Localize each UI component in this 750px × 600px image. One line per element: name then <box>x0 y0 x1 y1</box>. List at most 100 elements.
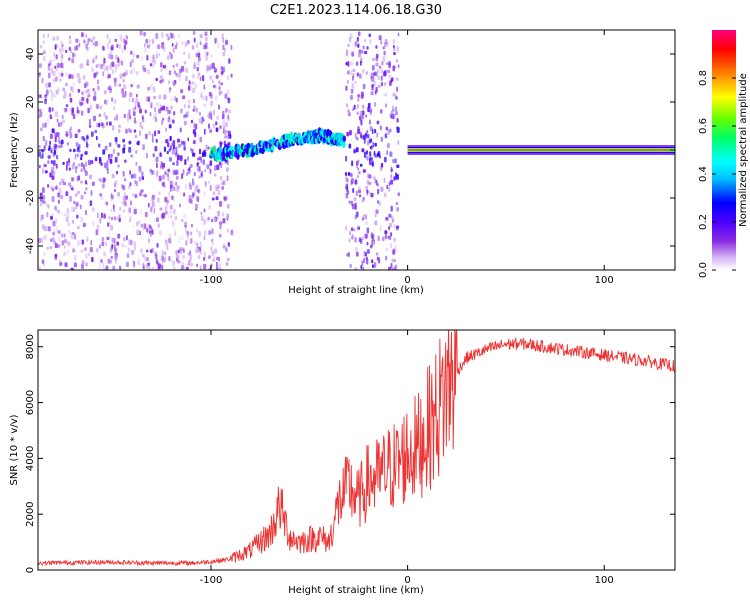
heatmap-cell <box>125 128 128 134</box>
heatmap-cell <box>148 131 151 136</box>
heatmap-cell <box>377 68 379 74</box>
heatmap-cell <box>378 35 382 41</box>
heatmap-cell <box>84 151 88 155</box>
heatmap-cell <box>187 99 191 104</box>
heatmap-cell <box>92 36 96 40</box>
heatmap-cell <box>95 229 99 236</box>
heatmap-cell <box>57 86 60 92</box>
heatmap-cell <box>190 119 194 124</box>
heatmap-cell <box>49 58 52 64</box>
heatmap-cell <box>365 252 367 257</box>
heatmap-cell <box>128 109 131 116</box>
heatmap-cell <box>204 181 207 187</box>
heatmap-cell <box>369 126 373 132</box>
heatmap-cell <box>114 182 117 188</box>
heatmap-cell <box>44 170 48 174</box>
heatmap-cell <box>60 40 64 46</box>
heatmap-cell <box>371 65 375 71</box>
heatmap-cell <box>204 36 208 42</box>
heatmap-cell <box>130 71 132 75</box>
heatmap-cell <box>348 200 352 204</box>
heatmap-cell <box>81 135 85 140</box>
snr-line <box>38 330 675 567</box>
heatmap-cell <box>199 136 203 143</box>
heatmap-cell <box>221 186 225 190</box>
heatmap-cell <box>159 75 163 80</box>
heatmap-cell <box>217 42 220 49</box>
heatmap-cell <box>356 136 359 141</box>
heatmap-cell <box>85 262 88 267</box>
heatmap-cell <box>98 113 101 118</box>
heatmap-cell <box>88 118 91 125</box>
heatmap-cell <box>43 145 46 151</box>
heatmap-cell <box>376 62 379 67</box>
heatmap-cell <box>55 76 58 82</box>
heatmap-cell <box>371 128 374 135</box>
heatmap-cell <box>92 207 95 212</box>
heatmap-cell <box>98 178 101 182</box>
heatmap-cell <box>358 73 362 79</box>
heatmap-cell <box>104 145 108 151</box>
heatmap-cell <box>386 41 389 47</box>
heatmap-cell <box>186 234 189 241</box>
heatmap-cell <box>346 253 349 257</box>
heatmap-cell <box>191 148 194 154</box>
heatmap-cell <box>56 209 59 213</box>
heatmap-cell <box>161 78 165 83</box>
heatmap-cell <box>49 140 52 146</box>
heatmap-cell <box>115 216 119 221</box>
heatmap-cell <box>114 254 118 261</box>
heatmap-cell <box>91 68 94 73</box>
heatmap-cell <box>209 160 213 166</box>
heatmap-cell <box>144 211 148 218</box>
heatmap-cell <box>153 59 156 64</box>
y-tick-label: 6000 <box>25 390 36 415</box>
heatmap-cell <box>44 82 48 86</box>
heatmap-cell <box>383 177 386 183</box>
heatmap-cell <box>379 269 380 270</box>
heatmap-cell <box>165 127 168 132</box>
heatmap-cell <box>90 131 94 137</box>
heatmap-cell <box>155 53 158 59</box>
heatmap-cell <box>165 33 169 37</box>
heatmap-cell <box>216 267 218 270</box>
heatmap-cell <box>375 180 378 186</box>
heatmap-cell <box>155 156 159 163</box>
heatmap-cell <box>71 163 75 170</box>
heatmap-cell <box>144 223 147 229</box>
heatmap-cell <box>72 219 75 224</box>
heatmap-cell <box>178 237 181 244</box>
heatmap-cell <box>174 96 177 102</box>
heatmap-cell <box>113 77 117 83</box>
heatmap-cell <box>387 266 392 270</box>
heatmap-cell <box>194 83 197 90</box>
heatmap-cell <box>199 265 202 270</box>
heatmap-cell <box>208 115 211 119</box>
x-tick-label: -100 <box>200 575 223 586</box>
heatmap-cell <box>82 222 85 228</box>
heatmap-cell <box>111 96 113 103</box>
heatmap-cell <box>151 197 155 203</box>
heatmap-cell <box>39 94 42 99</box>
heatmap-cell <box>157 223 160 228</box>
heatmap-cell <box>170 105 173 110</box>
heatmap-cell <box>393 44 395 49</box>
heatmap-cell <box>135 221 139 227</box>
heatmap-cell <box>89 246 93 253</box>
heatmap-cell <box>106 33 109 39</box>
heatmap-cell <box>361 199 365 203</box>
heatmap-cell <box>175 181 177 186</box>
heatmap-cell <box>81 239 84 245</box>
heatmap-cell <box>392 65 396 72</box>
heatmap-cell <box>88 252 90 257</box>
heatmap-cell <box>115 170 119 175</box>
heatmap-cell <box>185 67 188 74</box>
heatmap-cell <box>187 252 191 256</box>
heatmap-cell <box>51 128 55 133</box>
heatmap-cell <box>107 53 111 59</box>
heatmap-cell <box>65 104 69 108</box>
heatmap-cell <box>387 226 391 230</box>
heatmap-cell <box>362 266 365 270</box>
heatmap-cell <box>385 247 389 252</box>
